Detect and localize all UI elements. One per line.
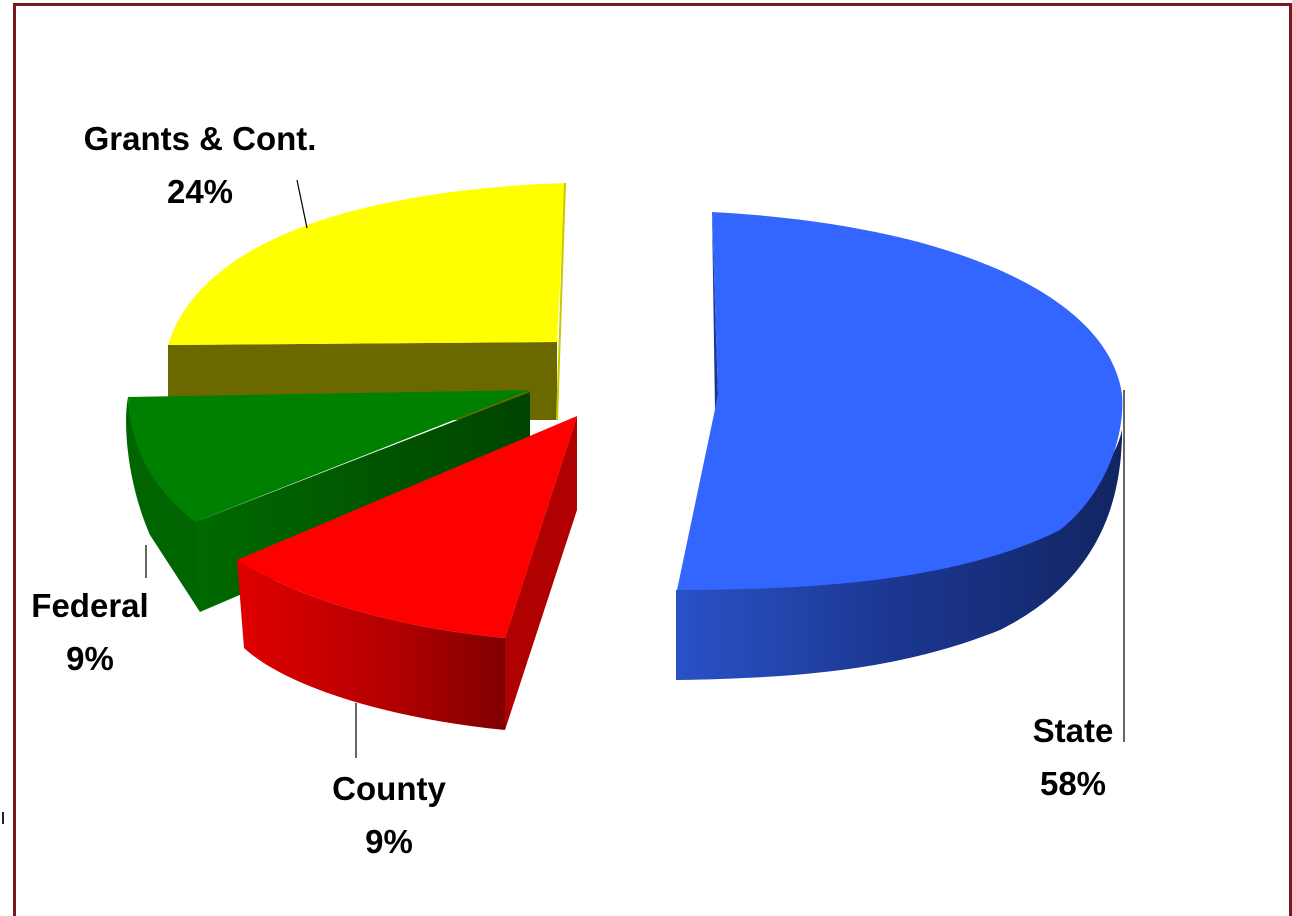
label-grants-percent: 24%	[167, 173, 233, 210]
label-county-percent: 9%	[365, 823, 413, 860]
label-state-name: State	[1033, 712, 1114, 749]
slice-state-side-lower	[676, 430, 1122, 680]
slice-federal-top	[128, 390, 530, 522]
slice-county-right-side	[505, 416, 577, 730]
slice-county-side	[237, 560, 505, 730]
label-state-percent: 58%	[1040, 765, 1106, 802]
slice-state-inner-edge	[712, 212, 718, 410]
label-grants-name: Grants & Cont.	[84, 120, 317, 157]
label-county-name: County	[332, 770, 446, 807]
slice-grants-top	[168, 183, 565, 345]
slice-county	[237, 416, 577, 730]
slice-state-top	[677, 212, 1123, 590]
leader-grants	[296, 179, 308, 229]
slice-grants	[168, 182, 566, 421]
slice-grants-edge	[556, 182, 566, 421]
slice-county-top	[237, 416, 577, 638]
label-federal-name: Federal	[31, 587, 148, 624]
slice-state	[676, 212, 1123, 680]
label-federal-percent: 9%	[66, 640, 114, 677]
stray-mark	[2, 812, 4, 824]
slice-federal-outer-side	[126, 397, 200, 612]
